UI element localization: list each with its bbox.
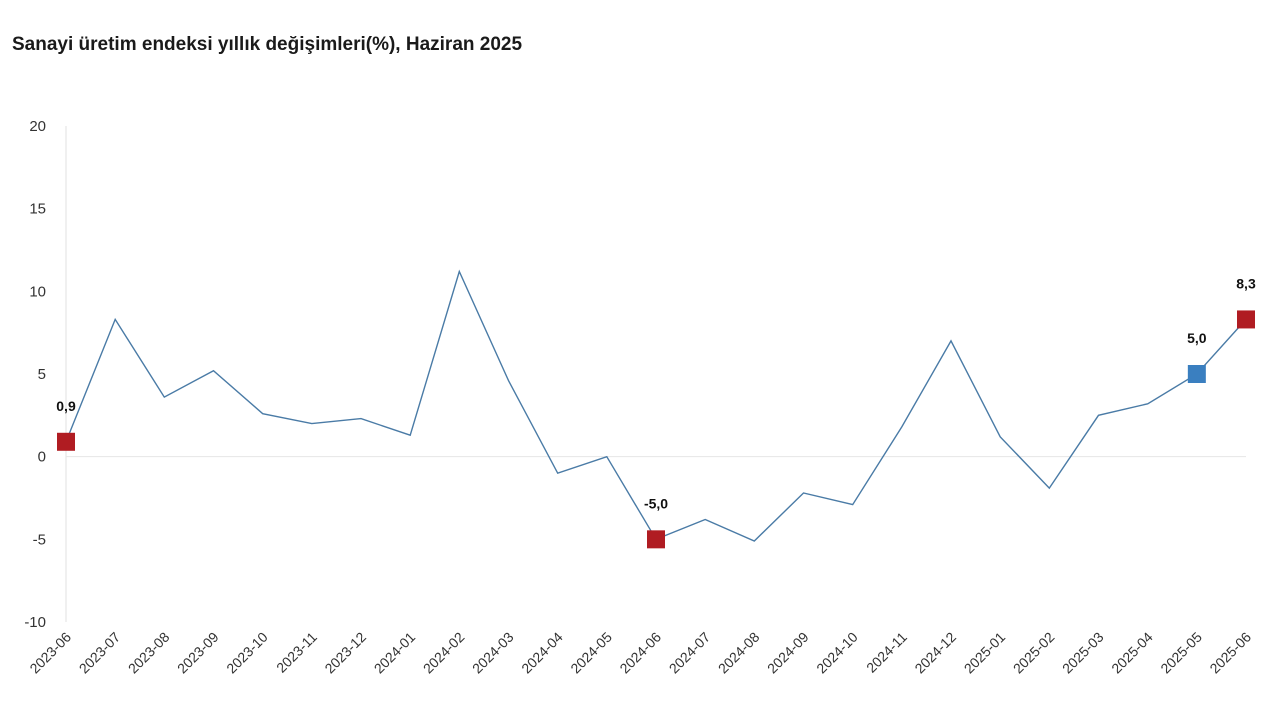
x-tick-label: 2023-11 <box>273 629 320 676</box>
y-tick-label: -10 <box>24 614 46 631</box>
x-tick-label: 2025-03 <box>1059 629 1107 677</box>
y-tick-label: 10 <box>29 283 46 300</box>
x-tick-label: 2024-02 <box>420 629 468 677</box>
x-tick-label: 2023-06 <box>26 629 74 677</box>
x-axis-ticks: 2023-06 2023-07 2023-08 2023-09 2023-10 2023-… <box>26 629 1254 677</box>
data-label: 8,3 <box>1236 275 1256 291</box>
x-tick-label: 2024-07 <box>666 629 714 677</box>
y-axis-ticks: 20 15 10 5 0 -5 -10 <box>24 118 46 631</box>
data-point-marker <box>647 530 665 549</box>
x-tick-label: 2025-04 <box>1108 629 1156 677</box>
chart-axes <box>65 126 1246 622</box>
x-tick-label: 2023-09 <box>174 629 222 677</box>
y-tick-label: 20 <box>29 118 46 135</box>
x-tick-label: 2025-02 <box>1010 629 1058 677</box>
data-label: 5,0 <box>1187 330 1207 346</box>
y-tick-label: 5 <box>38 366 46 383</box>
data-label: 0,9 <box>56 398 76 414</box>
x-tick-label: 2024-10 <box>813 629 861 677</box>
x-tick-label: 2023-10 <box>223 629 271 677</box>
highlight-markers <box>57 310 1255 549</box>
data-point-marker <box>1237 310 1255 329</box>
x-tick-label: 2024-05 <box>567 629 615 677</box>
x-tick-label: 2024-11 <box>863 629 910 676</box>
x-tick-label: 2024-12 <box>911 629 959 677</box>
data-labels: 0,9 -5,0 5,0 8,3 <box>56 275 1256 511</box>
chart-title: Sanayi üretim endeksi yıllık değişimleri… <box>12 34 523 55</box>
x-tick-label: 2023-12 <box>321 629 369 677</box>
x-tick-label: 2024-04 <box>518 629 566 677</box>
x-tick-label: 2024-03 <box>469 629 517 677</box>
x-tick-label: 2024-09 <box>764 629 812 677</box>
x-tick-label: 2023-08 <box>125 629 173 677</box>
y-tick-label: 0 <box>38 449 46 466</box>
y-tick-label: 15 <box>29 201 46 218</box>
x-tick-label: 2025-01 <box>961 629 1009 677</box>
x-tick-label: 2024-06 <box>616 629 664 677</box>
x-tick-label: 2024-08 <box>715 629 763 677</box>
x-tick-label: 2024-01 <box>371 629 419 677</box>
x-tick-label: 2023-07 <box>76 629 124 677</box>
y-tick-label: -5 <box>33 531 46 548</box>
data-point-marker <box>57 432 75 451</box>
x-tick-label: 2025-05 <box>1157 629 1205 677</box>
data-point-marker <box>1187 365 1206 383</box>
data-label: -5,0 <box>644 495 668 511</box>
x-tick-label: 2025-06 <box>1206 629 1254 677</box>
